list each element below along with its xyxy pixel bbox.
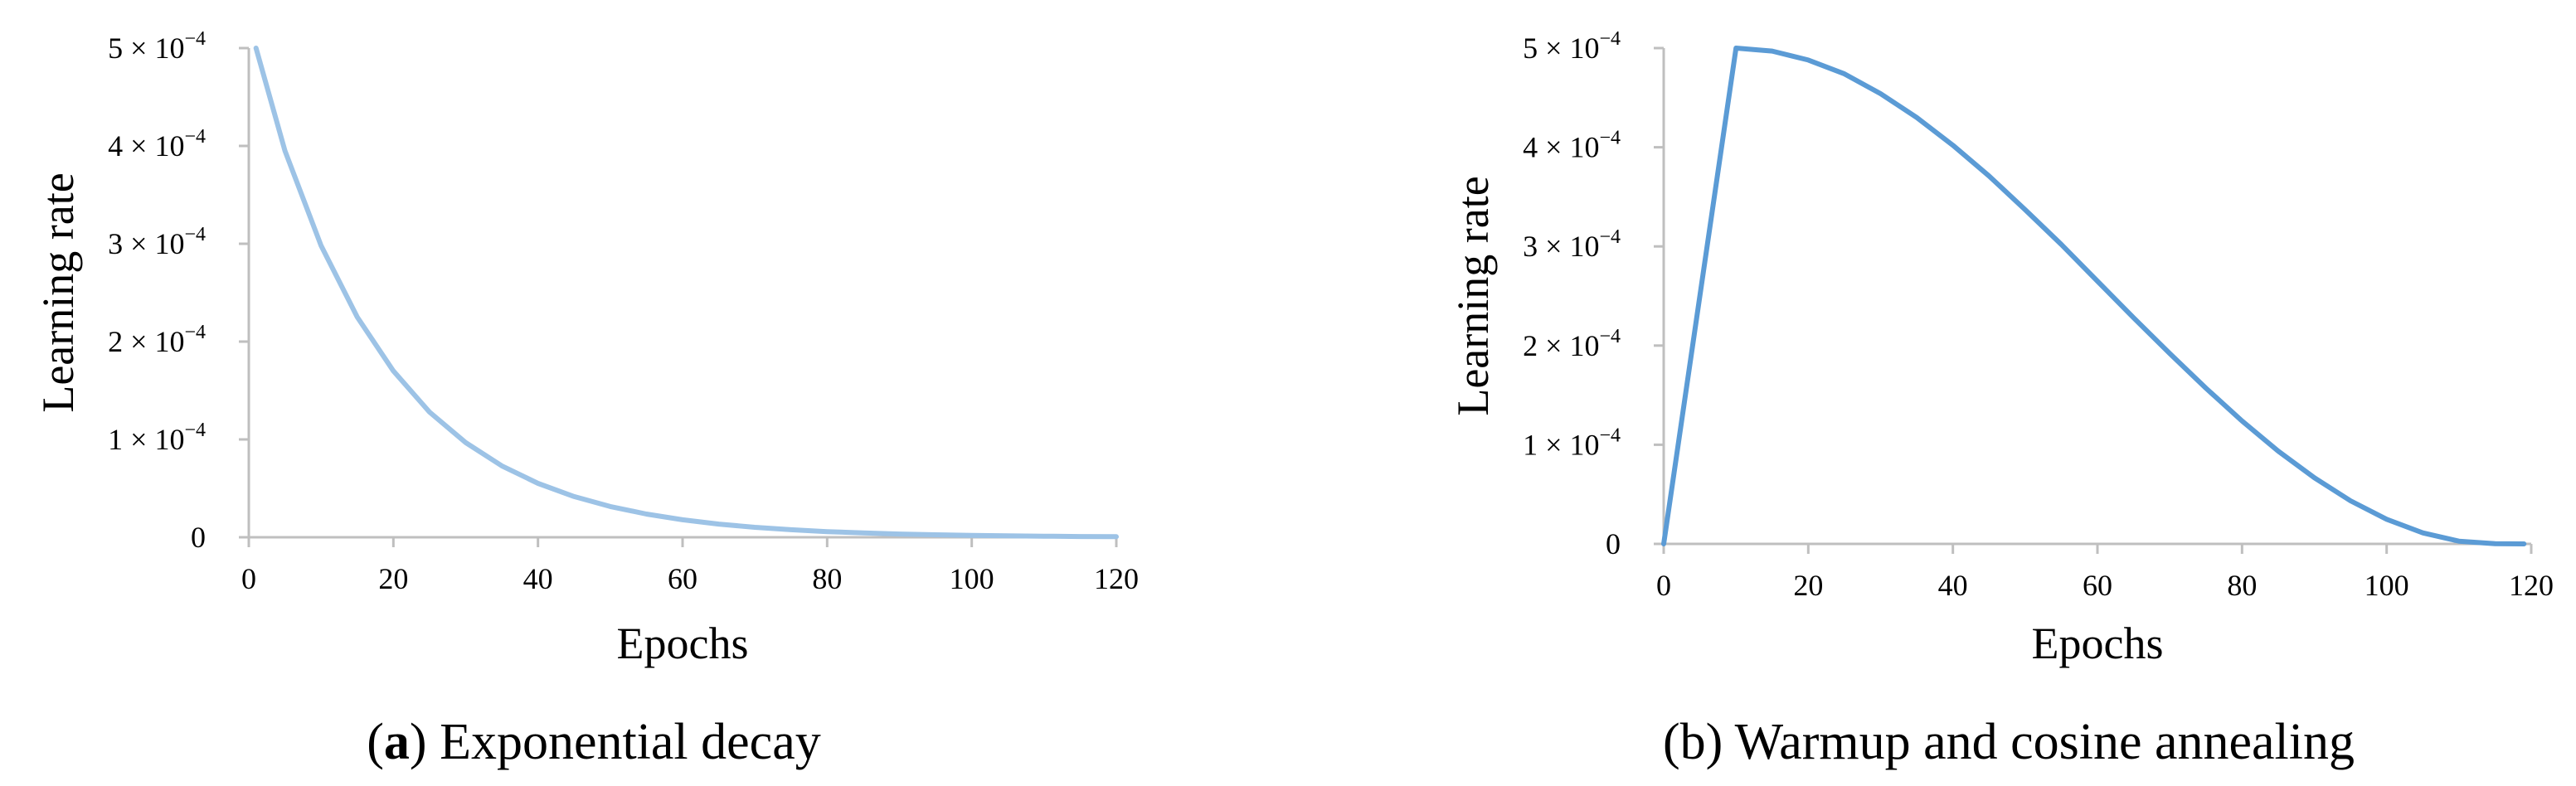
y-tick-label: 4 × 10−4 <box>1523 128 1621 164</box>
y-tick-label: 5 × 10−4 <box>108 28 206 65</box>
y-tick-label: 2 × 10−4 <box>1523 326 1621 362</box>
panel-b: 0 20 40 60 80 100 120 0 1 × 10−4 2 × 10−4 3 × 10−4… <box>1448 28 2554 770</box>
x-tick-label: 120 <box>2509 569 2554 602</box>
x-tick-label: 20 <box>378 562 408 595</box>
x-tick-label: 60 <box>668 562 697 595</box>
x-tick-label: 40 <box>1938 569 1968 602</box>
y-tick-label: 0 <box>1606 527 1621 560</box>
series-line <box>253 46 1119 540</box>
panel-a: 0 20 40 60 80 100 120 0 1 × 10−4 2 × 10−4 3 × 10−4… <box>33 28 1139 770</box>
y-tick-label: 5 × 10−4 <box>1523 28 1621 65</box>
y-tick-label: 0 <box>191 521 206 554</box>
x-axis-title: Epochs <box>617 619 749 668</box>
x-tick-label: 80 <box>2227 569 2257 602</box>
y-tick-label: 3 × 10−4 <box>108 224 206 260</box>
y-axis-title: Learning rate <box>1448 176 1498 415</box>
y-tick-label: 2 × 10−4 <box>108 322 206 358</box>
series-line <box>1661 46 2527 546</box>
y-tick-label: 4 × 10−4 <box>108 126 206 163</box>
x-tick-label: 0 <box>241 562 256 595</box>
x-tick-label: 120 <box>1094 562 1139 595</box>
y-tick-label: 1 × 10−4 <box>108 420 206 456</box>
x-axis-title: Epochs <box>2032 619 2164 668</box>
y-tick-label: 1 × 10−4 <box>1523 425 1621 461</box>
panel-caption: (a) Exponential decay <box>367 714 820 770</box>
x-tick-label: 60 <box>2083 569 2112 602</box>
x-tick-label: 20 <box>1793 569 1823 602</box>
x-tick-label: 100 <box>2365 569 2409 602</box>
x-tick-label: 40 <box>523 562 553 595</box>
x-tick-label: 80 <box>812 562 842 595</box>
x-tick-label: 100 <box>950 562 994 595</box>
panel-caption: (b) Warmup and cosine annealing <box>1663 714 2355 770</box>
y-tick-label: 3 × 10−4 <box>1523 226 1621 263</box>
y-axis-title: Learning rate <box>33 172 83 412</box>
x-tick-label: 0 <box>1656 569 1671 602</box>
